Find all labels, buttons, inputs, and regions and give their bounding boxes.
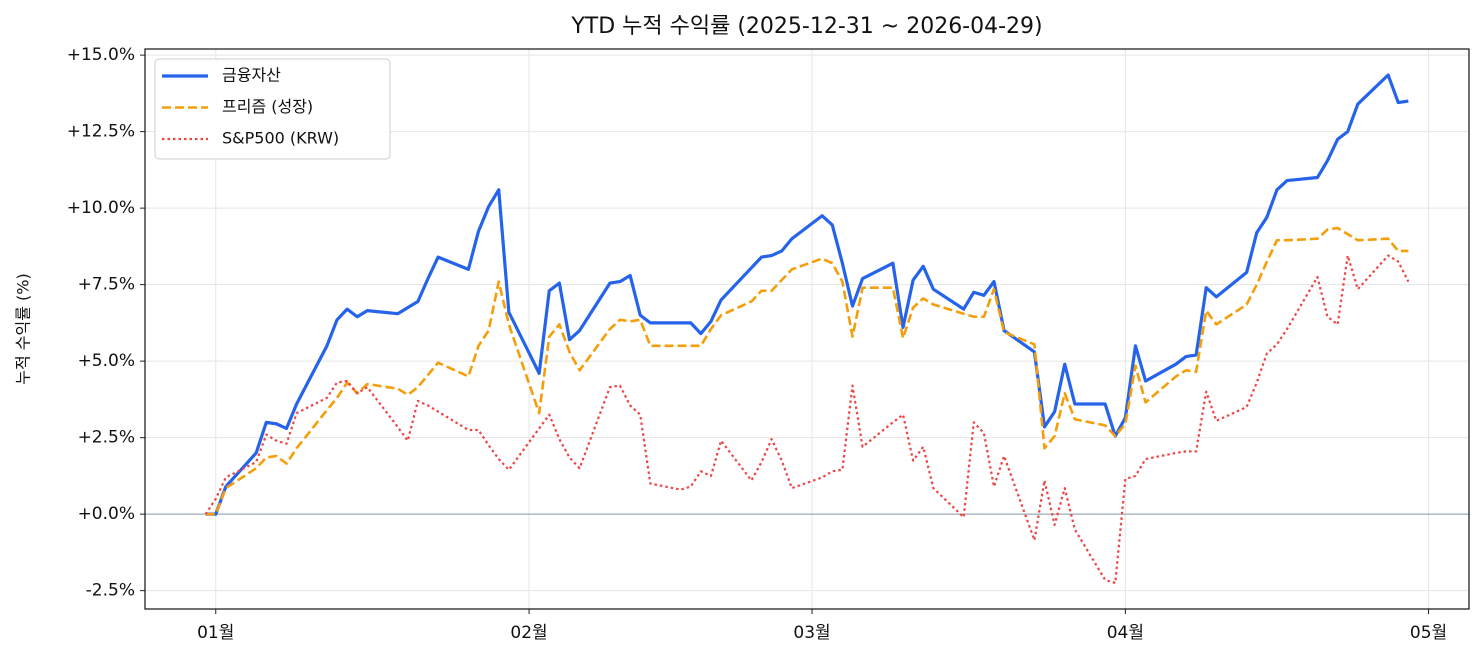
y-tick-label: +2.5% [78,428,135,448]
legend-label: 금융자산 [222,66,281,85]
series-line [205,73,1409,516]
y-tick-label: +10.0% [67,198,135,218]
series-line [204,254,1410,585]
y-tick-label: +7.5% [78,275,135,295]
x-tick-label: 04월 [1107,623,1144,643]
x-tick-label: 03월 [793,623,830,643]
y-tick-label: +5.0% [78,351,135,371]
x-tick-label: 01월 [197,623,234,643]
legend-label: 프리즘 (성장) [222,97,313,116]
y-axis-label: 누적 수익률 (%) [14,273,33,384]
y-tick-label: +15.0% [67,45,135,65]
plot-frame [144,48,1470,610]
legend-label: S&P500 (KRW) [222,129,339,148]
x-tick-label: 05월 [1410,623,1447,643]
y-tick-label: +0.0% [78,504,135,524]
y-tick-label: -2.5% [86,581,135,601]
legend-box [154,58,391,160]
x-tick-label: 02월 [510,623,547,643]
series-line [205,226,1409,516]
chart-title: YTD 누적 수익률 (2025-12-31 ~ 2026-04-29) [570,14,1042,39]
y-tick-label: +12.5% [67,122,135,142]
